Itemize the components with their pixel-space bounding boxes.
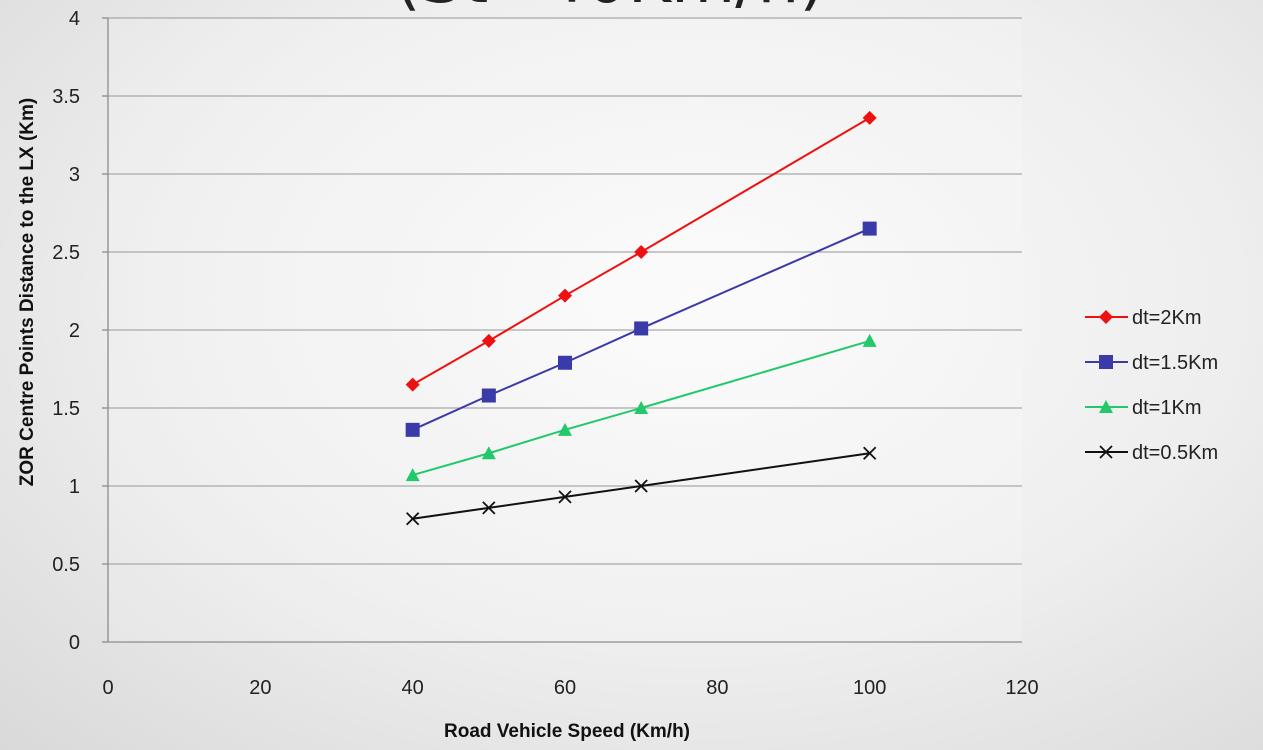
y-tick-label: 0: [69, 632, 80, 654]
legend-item: dt=0.5Km: [1085, 442, 1218, 464]
y-tick-label: 2: [69, 320, 80, 342]
legend-item: dt=1.5Km: [1085, 352, 1218, 374]
marker-x-stroke: [863, 446, 877, 460]
marker-triangle: [405, 468, 420, 482]
marker-x: [558, 490, 572, 504]
marker-diamond: [481, 333, 496, 348]
marker-square: [405, 422, 420, 437]
x-axis-label: Road Vehicle Speed (Km/h): [444, 721, 690, 742]
marker-diamond: [405, 377, 420, 392]
x-tick-label: 60: [554, 677, 576, 699]
axes: [102, 17, 1022, 643]
series-dt=1.5Km: [405, 221, 877, 437]
marker-x: [634, 479, 648, 493]
legend-item: dt=1Km: [1085, 397, 1201, 419]
x-tick-label: 40: [402, 677, 424, 699]
legend-label: dt=1Km: [1132, 397, 1201, 419]
legend-label: dt=1.5Km: [1132, 352, 1218, 374]
x-tick-label: 100: [853, 677, 886, 699]
series-dt=1Km: [405, 333, 877, 482]
marker-x: [482, 501, 496, 515]
marker-square: [862, 221, 877, 236]
marker-x-stroke: [1099, 445, 1113, 459]
marker-x-stroke: [406, 512, 420, 526]
series-dt=0.5Km: [406, 446, 877, 526]
marker-square: [481, 388, 496, 403]
series-dt=2Km: [405, 110, 877, 392]
marker-triangle: [558, 422, 572, 436]
marker-diamond: [634, 245, 649, 259]
legend-label: dt=2Km: [1132, 307, 1201, 329]
legend-label: dt=0.5Km: [1132, 442, 1218, 464]
x-tick-label: 80: [706, 677, 728, 699]
chart-title-group: (St=40Km/h): [395, 0, 825, 18]
grid-lines: [108, 17, 1022, 565]
x-tick-label: 120: [1005, 677, 1038, 699]
legend-item: dt=2Km: [1085, 307, 1201, 329]
marker-diamond: [862, 110, 877, 125]
marker-triangle: [1099, 400, 1113, 413]
marker-square: [1099, 355, 1113, 369]
marker-triangle: [862, 333, 877, 347]
y-tick-label: 3.5: [52, 86, 80, 108]
marker-triangle: [481, 446, 496, 460]
marker-x-stroke: [634, 479, 648, 493]
marker-square: [558, 355, 572, 370]
marker-x-stroke: [482, 501, 496, 515]
marker-square: [634, 321, 649, 336]
y-tick-label: 2.5: [52, 242, 80, 264]
marker-diamond: [558, 288, 572, 303]
marker-x: [863, 446, 877, 460]
x-tick-label: 0: [102, 677, 113, 699]
legend: dt=2Km dt=1.5Km dt=1Km dt=0.5Km: [1085, 307, 1218, 464]
marker-triangle: [634, 401, 649, 414]
y-tick-label: 3: [69, 164, 80, 186]
y-tick-label: 4: [69, 8, 80, 30]
tick-labels: 00.511.522.533.540 20 40 60 80 100 120: [52, 8, 1039, 699]
marker-x-stroke: [558, 490, 572, 504]
y-tick-label: 1: [69, 476, 80, 498]
x-tick-label: 20: [249, 677, 271, 699]
series-group: [405, 110, 877, 526]
marker-x: [1099, 445, 1113, 459]
y-tick-label: 0.5: [52, 554, 80, 576]
marker-diamond: [1099, 310, 1113, 324]
marker-x: [406, 512, 420, 526]
y-axis-label: ZOR Centre Points Distance to the LX (Km…: [17, 98, 38, 486]
y-tick-label: 1.5: [52, 398, 80, 420]
chart-title-fragment: (St=40Km/h): [395, 0, 825, 18]
